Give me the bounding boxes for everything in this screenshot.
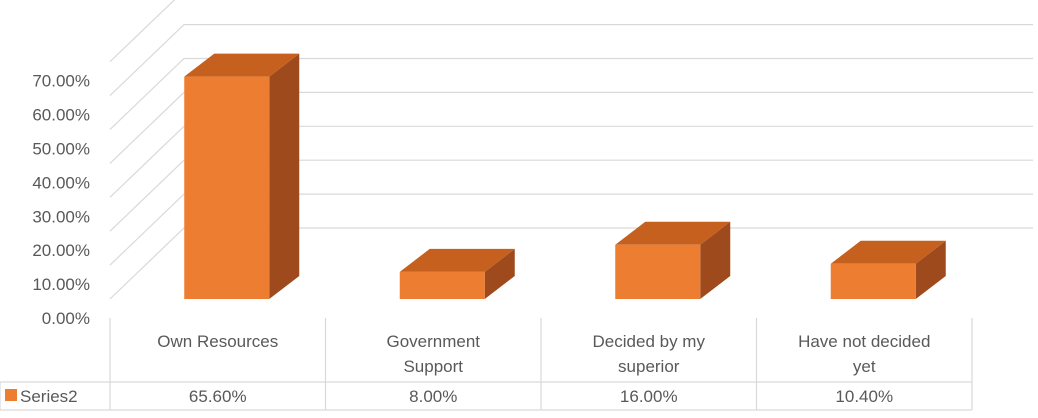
- bar-top: [184, 53, 300, 77]
- x-category-label: superior: [618, 357, 680, 376]
- x-category-label: Decided by my: [593, 332, 706, 351]
- y-axis-tick-labels: 0.00% 10.00% 20.00% 30.00% 40.00% 50.00% 60.00…: [32, 72, 90, 328]
- bar: [399, 248, 515, 299]
- y-tick-label: 20.00%: [32, 241, 90, 260]
- gridline: [109, 0, 176, 63]
- x-category-label: Own Resources: [157, 332, 278, 351]
- bar: [184, 53, 300, 300]
- data-table: Own Resources Government Support Decided by…: [0, 318, 973, 411]
- bar-top: [399, 248, 515, 272]
- gridline: [109, 159, 1033, 232]
- bar-side: [915, 240, 946, 299]
- y-tick-label: 50.00%: [32, 140, 90, 159]
- gridlines: [109, 0, 1033, 300]
- bar-front: [399, 271, 485, 299]
- bars: [184, 53, 946, 300]
- bar-front: [830, 263, 916, 299]
- bar-side: [269, 53, 300, 300]
- gridline: [109, 227, 1033, 300]
- gridline: [109, 24, 1033, 97]
- bar: [615, 221, 731, 299]
- data-label: 16.00%: [620, 387, 678, 406]
- gridline: [109, 91, 1033, 164]
- y-tick-label: 30.00%: [32, 207, 90, 226]
- gridline: [109, 125, 1033, 198]
- y-tick-label: 0.00%: [42, 309, 90, 328]
- series-name: Series2: [20, 387, 78, 406]
- x-category-label: Support: [403, 357, 463, 376]
- bar-front: [184, 76, 270, 299]
- x-category-label: Have not decided: [798, 332, 930, 351]
- bar-side: [700, 221, 731, 299]
- y-tick-label: 40.00%: [32, 173, 90, 192]
- data-label: 65.60%: [189, 387, 247, 406]
- gridline: [109, 193, 1033, 266]
- data-label: 8.00%: [409, 387, 457, 406]
- legend-key: [5, 389, 17, 401]
- bar-top: [615, 221, 731, 245]
- gridline: [109, 57, 1033, 130]
- bar-front: [615, 244, 701, 299]
- data-label: 10.40%: [835, 387, 893, 406]
- x-category-label: Government: [386, 332, 480, 351]
- y-tick-label: 10.00%: [32, 275, 90, 294]
- y-tick-label: 70.00%: [32, 72, 90, 91]
- bar-top: [830, 240, 946, 264]
- bar: [830, 240, 946, 299]
- x-category-label: yet: [853, 357, 876, 376]
- bar-side: [484, 248, 515, 299]
- y-tick-label: 60.00%: [32, 106, 90, 125]
